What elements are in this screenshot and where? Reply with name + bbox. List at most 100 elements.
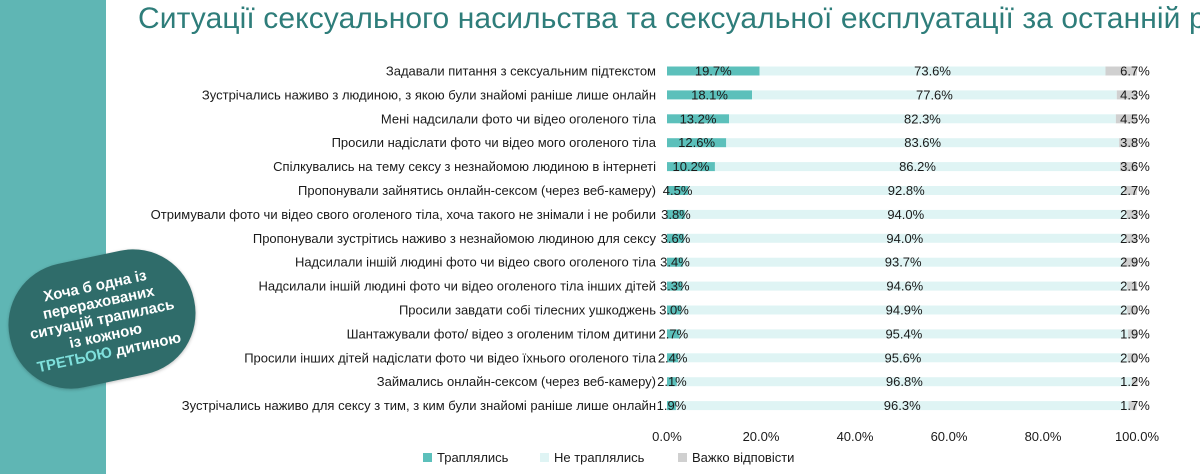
- value-label-happened: 13.2%: [680, 111, 717, 126]
- value-label-not-happened: 95.6%: [885, 350, 922, 365]
- category-label: Надсилали іншій людині фото чи відео сво…: [295, 255, 657, 270]
- bar-segment-happened: [667, 257, 683, 267]
- bar-segment-happened: [667, 114, 730, 124]
- bar-segment-happened: [667, 209, 685, 219]
- value-label-hard-to-answer: 4.5%: [1120, 111, 1150, 126]
- bar-segment-happened: [667, 377, 677, 387]
- legend-swatch: [423, 453, 432, 462]
- category-label: Задавали питання з сексуальним підтексто…: [386, 64, 656, 79]
- category-label: Зустрічались наживо з людиною, з якою бу…: [202, 87, 656, 102]
- bar-segment-not-happened: [676, 377, 1132, 387]
- bar-segment-happened: [667, 162, 715, 172]
- bar-segment-hard-to-answer: [1123, 257, 1137, 267]
- bar-segment-hard-to-answer: [1128, 401, 1137, 411]
- bar-segment-hard-to-answer: [1105, 66, 1137, 76]
- category-label: Займались онлайн-сексом (через веб-камер…: [377, 374, 656, 389]
- legend-label: Важко відповісти: [692, 450, 794, 465]
- value-label-hard-to-answer: 1.7%: [1120, 398, 1150, 413]
- category-label: Пропонували зайнятись онлайн-сексом (чер…: [298, 183, 656, 198]
- bar-segment-hard-to-answer: [1127, 353, 1137, 363]
- bar-segment-not-happened: [752, 90, 1117, 100]
- value-label-happened: 10.2%: [673, 159, 710, 174]
- value-label-not-happened: 94.0%: [886, 231, 923, 246]
- bar-segment-not-happened: [675, 401, 1129, 411]
- bar-segment-hard-to-answer: [1115, 114, 1137, 124]
- value-label-not-happened: 83.6%: [904, 135, 941, 150]
- x-tick-label: 60.0%: [931, 429, 968, 444]
- category-label: Пропонували зустрітись наживо з незнайом…: [253, 231, 657, 246]
- value-label-happened: 3.6%: [661, 231, 691, 246]
- value-label-happened: 3.0%: [659, 303, 689, 318]
- x-tick-label: 20.0%: [743, 429, 780, 444]
- bar-segment-not-happened: [683, 233, 1126, 243]
- bar-segment-happened: [667, 401, 676, 411]
- value-label-hard-to-answer: 2.9%: [1120, 255, 1150, 270]
- category-label: Спілкувались на тему сексу з незнайомою …: [273, 159, 656, 174]
- value-label-not-happened: 73.6%: [914, 64, 951, 79]
- bar-segment-not-happened: [679, 329, 1129, 339]
- bar-segment-hard-to-answer: [1120, 162, 1137, 172]
- category-label: Отримували фото чи відео свого оголеного…: [151, 207, 656, 222]
- value-label-hard-to-answer: 6.7%: [1120, 64, 1150, 79]
- value-label-not-happened: 92.8%: [888, 183, 925, 198]
- x-tick-label: 100.0%: [1115, 429, 1160, 444]
- value-label-not-happened: 82.3%: [904, 111, 941, 126]
- value-label-happened: 2.7%: [659, 326, 689, 341]
- value-label-happened: 3.8%: [661, 207, 691, 222]
- bar-segment-not-happened: [726, 138, 1120, 148]
- value-label-hard-to-answer: 3.6%: [1120, 159, 1150, 174]
- bar-segment-not-happened: [681, 305, 1128, 315]
- bar-segment-happened: [667, 233, 684, 243]
- value-label-hard-to-answer: 2.1%: [1120, 279, 1150, 294]
- value-label-hard-to-answer: 2.7%: [1120, 183, 1150, 198]
- category-label: Просили надіслати фото чи відео мого ого…: [332, 135, 657, 150]
- legend-swatch: [540, 453, 549, 462]
- x-tick-label: 40.0%: [837, 429, 874, 444]
- legend-label: Не траплялись: [554, 450, 645, 465]
- value-label-happened: 19.7%: [695, 64, 732, 79]
- bar-segment-not-happened: [688, 186, 1125, 195]
- category-label: Шантажували фото/ відео з оголеним тілом…: [347, 326, 656, 341]
- value-label-hard-to-answer: 1.9%: [1120, 326, 1150, 341]
- value-label-not-happened: 77.6%: [916, 87, 953, 102]
- callout-text: Хоча б одна із перерахованих ситуацій тр…: [20, 262, 184, 376]
- bar-segment-hard-to-answer: [1126, 209, 1138, 219]
- value-label-happened: 3.4%: [660, 255, 690, 270]
- bar-segment-not-happened: [678, 353, 1128, 363]
- value-label-not-happened: 96.3%: [884, 398, 921, 413]
- bar-segment-not-happened: [682, 257, 1124, 267]
- value-label-hard-to-answer: 4.3%: [1120, 87, 1150, 102]
- page-title: Ситуації сексуального насильства та секс…: [138, 2, 1200, 35]
- value-label-hard-to-answer: 2.0%: [1120, 350, 1150, 365]
- bar-segment-not-happened: [682, 281, 1128, 291]
- x-tick-label: 0.0%: [652, 429, 682, 444]
- bar-segment-hard-to-answer: [1124, 186, 1137, 195]
- bar-segment-hard-to-answer: [1127, 305, 1137, 315]
- bar-segment-not-happened: [684, 209, 1127, 219]
- value-label-hard-to-answer: 1.2%: [1120, 374, 1150, 389]
- value-label-happened: 3.3%: [660, 279, 690, 294]
- legend-label: Траплялись: [437, 450, 509, 465]
- value-label-not-happened: 94.0%: [887, 207, 924, 222]
- value-label-not-happened: 94.6%: [886, 279, 923, 294]
- bar-segment-not-happened: [729, 114, 1116, 124]
- bar-segment-happened: [667, 281, 683, 291]
- category-label: Просили завдати собі тілесних ушкоджень: [399, 303, 656, 318]
- value-label-not-happened: 94.9%: [886, 303, 923, 318]
- bar-segment-not-happened: [759, 66, 1106, 76]
- legend-swatch: [678, 453, 687, 462]
- bar-segment-happened: [667, 329, 680, 339]
- side-band: [0, 0, 106, 474]
- value-label-hard-to-answer: 2.3%: [1120, 207, 1150, 222]
- value-label-happened: 2.1%: [657, 374, 687, 389]
- bar-segment-not-happened: [714, 162, 1121, 172]
- bar-segment-happened: [667, 138, 727, 148]
- category-label: Зустрічались наживо для сексу з тим, з к…: [182, 398, 656, 413]
- category-label: Надсилали іншій людині фото чи відео ого…: [258, 279, 656, 294]
- value-label-happened: 2.4%: [658, 350, 688, 365]
- value-label-happened: 1.9%: [657, 398, 687, 413]
- category-label: Просили інших дітей надіслати фото чи ві…: [244, 350, 657, 365]
- value-label-not-happened: 95.4%: [885, 326, 922, 341]
- value-label-not-happened: 93.7%: [885, 255, 922, 270]
- value-label-happened: 4.5%: [663, 183, 693, 198]
